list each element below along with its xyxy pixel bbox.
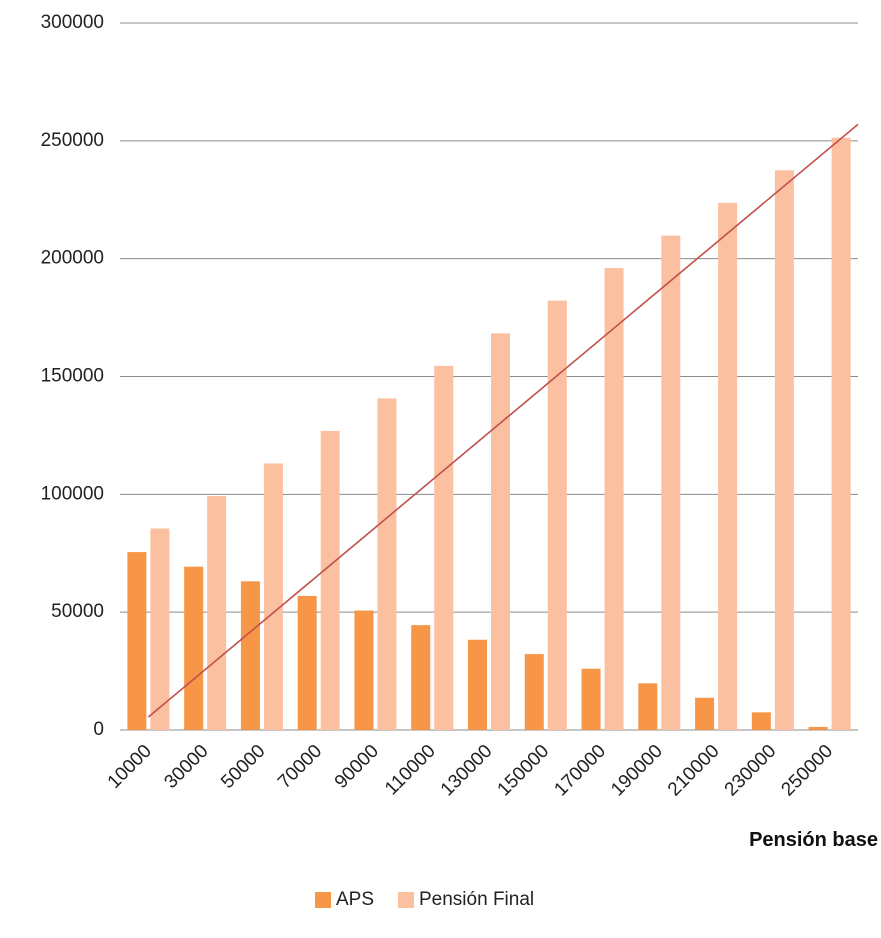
x-tick-label: 250000 — [777, 741, 837, 801]
legend-swatch — [398, 892, 414, 908]
x-tick-label: 110000 — [381, 741, 440, 800]
x-tick-label: 170000 — [550, 741, 610, 801]
bar-aps — [695, 697, 715, 730]
y-tick-label: 150000 — [41, 366, 104, 387]
x-axis-ticks: 10000 30000 50000 70000 90000110000130000150… — [104, 741, 837, 801]
bar-pension-final — [831, 137, 851, 731]
trend-line-path — [147, 123, 859, 718]
bar-aps — [638, 683, 658, 730]
bar-pension-final — [491, 333, 510, 730]
bar-pension-final — [604, 268, 624, 730]
bar-aps — [297, 595, 317, 730]
bar-aps — [127, 552, 147, 730]
y-tick-label: 200000 — [41, 248, 104, 269]
x-axis-label: Pensión base — [749, 829, 878, 851]
legend: APS Pensión Final — [315, 889, 534, 910]
y-tick-label: 100000 — [41, 483, 104, 504]
bar-pension-final — [547, 300, 567, 730]
bar-pension-final — [377, 398, 397, 730]
bar-aps — [751, 712, 771, 730]
bars — [127, 137, 851, 731]
gridlines — [120, 22, 858, 731]
y-tick-label: 300000 — [41, 12, 104, 33]
bar-aps — [184, 566, 204, 730]
bar-aps — [411, 625, 431, 730]
bar-pension-final — [320, 430, 340, 730]
bar-pension-final — [150, 528, 170, 730]
bar-pension-final — [661, 235, 681, 730]
bar-pension-final — [718, 202, 738, 730]
bar-pension-final — [263, 463, 283, 730]
legend-label: APS — [336, 889, 374, 910]
x-tick-label: 30000 — [160, 741, 212, 793]
x-tick-label: 230000 — [721, 741, 781, 801]
bar-aps — [468, 639, 487, 730]
trend-line — [147, 123, 859, 718]
y-tick-label: 0 — [93, 719, 104, 740]
bar-aps — [354, 610, 374, 730]
y-tick-label: 50000 — [51, 601, 104, 622]
bar-pension-final — [207, 495, 227, 730]
x-tick-label: 130000 — [437, 741, 497, 801]
x-tick-label: 90000 — [331, 741, 383, 793]
bar-aps — [524, 654, 544, 730]
bar-aps — [240, 581, 260, 730]
legend-label: Pensión Final — [419, 889, 534, 910]
bar-aps — [581, 668, 601, 730]
bar-aps — [808, 726, 828, 730]
x-tick-label: 70000 — [274, 741, 326, 793]
x-tick-label: 50000 — [217, 741, 269, 793]
y-tick-label: 250000 — [41, 130, 104, 151]
bar-pension-final — [434, 365, 454, 730]
x-tick-label: 150000 — [494, 741, 554, 801]
bar-pension-final — [774, 170, 794, 730]
x-tick-label: 210000 — [664, 741, 724, 801]
x-tick-label: 190000 — [607, 741, 667, 801]
y-axis-ticks: 0 50000 100000 150000 200000 250000 300000 — [41, 12, 104, 740]
legend-swatch — [315, 892, 331, 908]
x-tick-label: 10000 — [104, 741, 156, 793]
